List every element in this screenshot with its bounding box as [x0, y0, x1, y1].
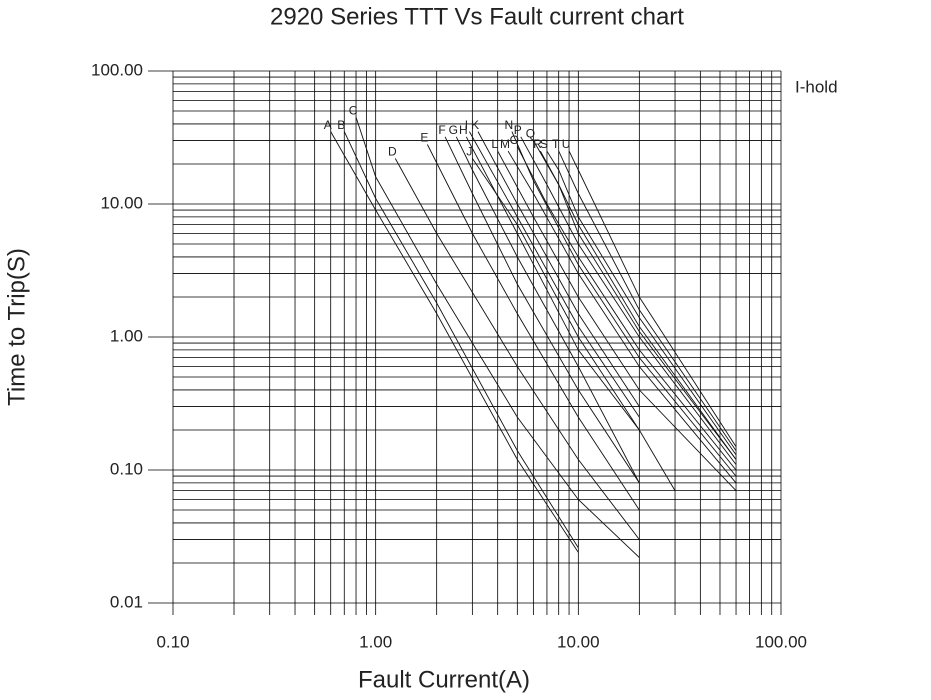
x-tick-label: 1.00: [359, 632, 392, 651]
y-tick-label: 100.00: [91, 60, 143, 79]
curve-label: U: [562, 137, 571, 151]
curve-label: K: [471, 118, 479, 132]
curve-label: A: [324, 118, 332, 132]
curve: [558, 150, 737, 451]
curve-label: I: [465, 118, 468, 132]
curve-label: M: [500, 137, 510, 151]
curve-label: N: [505, 118, 514, 132]
curve-label: E: [420, 131, 428, 145]
curve: [507, 150, 737, 484]
curve-label: Q: [526, 127, 535, 141]
curve: [355, 116, 640, 558]
curve: [568, 150, 737, 447]
y-tick-label: 1.00: [110, 326, 143, 345]
curve-label: T: [552, 137, 560, 151]
y-axis-label: Time to Trip(S): [3, 248, 30, 406]
chart-title: 2920 Series TTT Vs Fault current chart: [270, 3, 684, 30]
curve-label: S: [540, 137, 548, 151]
curve: [540, 150, 737, 460]
curve-label: H: [459, 123, 468, 137]
curve: [455, 136, 640, 484]
y-tick-label: 10.00: [100, 193, 143, 212]
curve: [444, 136, 640, 484]
x-tick-label: 100.00: [755, 632, 807, 651]
curve: [520, 136, 737, 465]
curve: [516, 146, 737, 471]
curve: [497, 150, 737, 491]
curve: [426, 144, 640, 511]
curve: [477, 131, 640, 407]
curve-label: R: [533, 137, 542, 151]
curve: [472, 158, 640, 431]
curve: [546, 150, 737, 456]
curve: [330, 131, 579, 553]
y-tick-label: 0.10: [110, 459, 143, 478]
curve-label: F: [438, 123, 445, 137]
curve-label: G: [449, 123, 458, 137]
y-tick-label: 0.01: [110, 592, 143, 611]
curve-label: J: [466, 145, 472, 159]
curve-label: O: [510, 133, 519, 147]
curve-label: D: [388, 145, 397, 159]
curve-label: C: [349, 103, 358, 117]
curve: [394, 158, 640, 540]
curve: [511, 131, 737, 477]
curve-label: B: [337, 118, 345, 132]
curve-label: L: [491, 137, 498, 151]
annotation: I-hold: [795, 77, 838, 96]
curve: [469, 131, 640, 418]
x-tick-label: 10.00: [557, 632, 600, 651]
curve: [465, 136, 676, 491]
x-axis-label: Fault Current(A): [358, 666, 530, 693]
curve-label: P: [514, 123, 522, 137]
curve: [343, 131, 579, 549]
x-tick-label: 0.10: [156, 632, 189, 651]
